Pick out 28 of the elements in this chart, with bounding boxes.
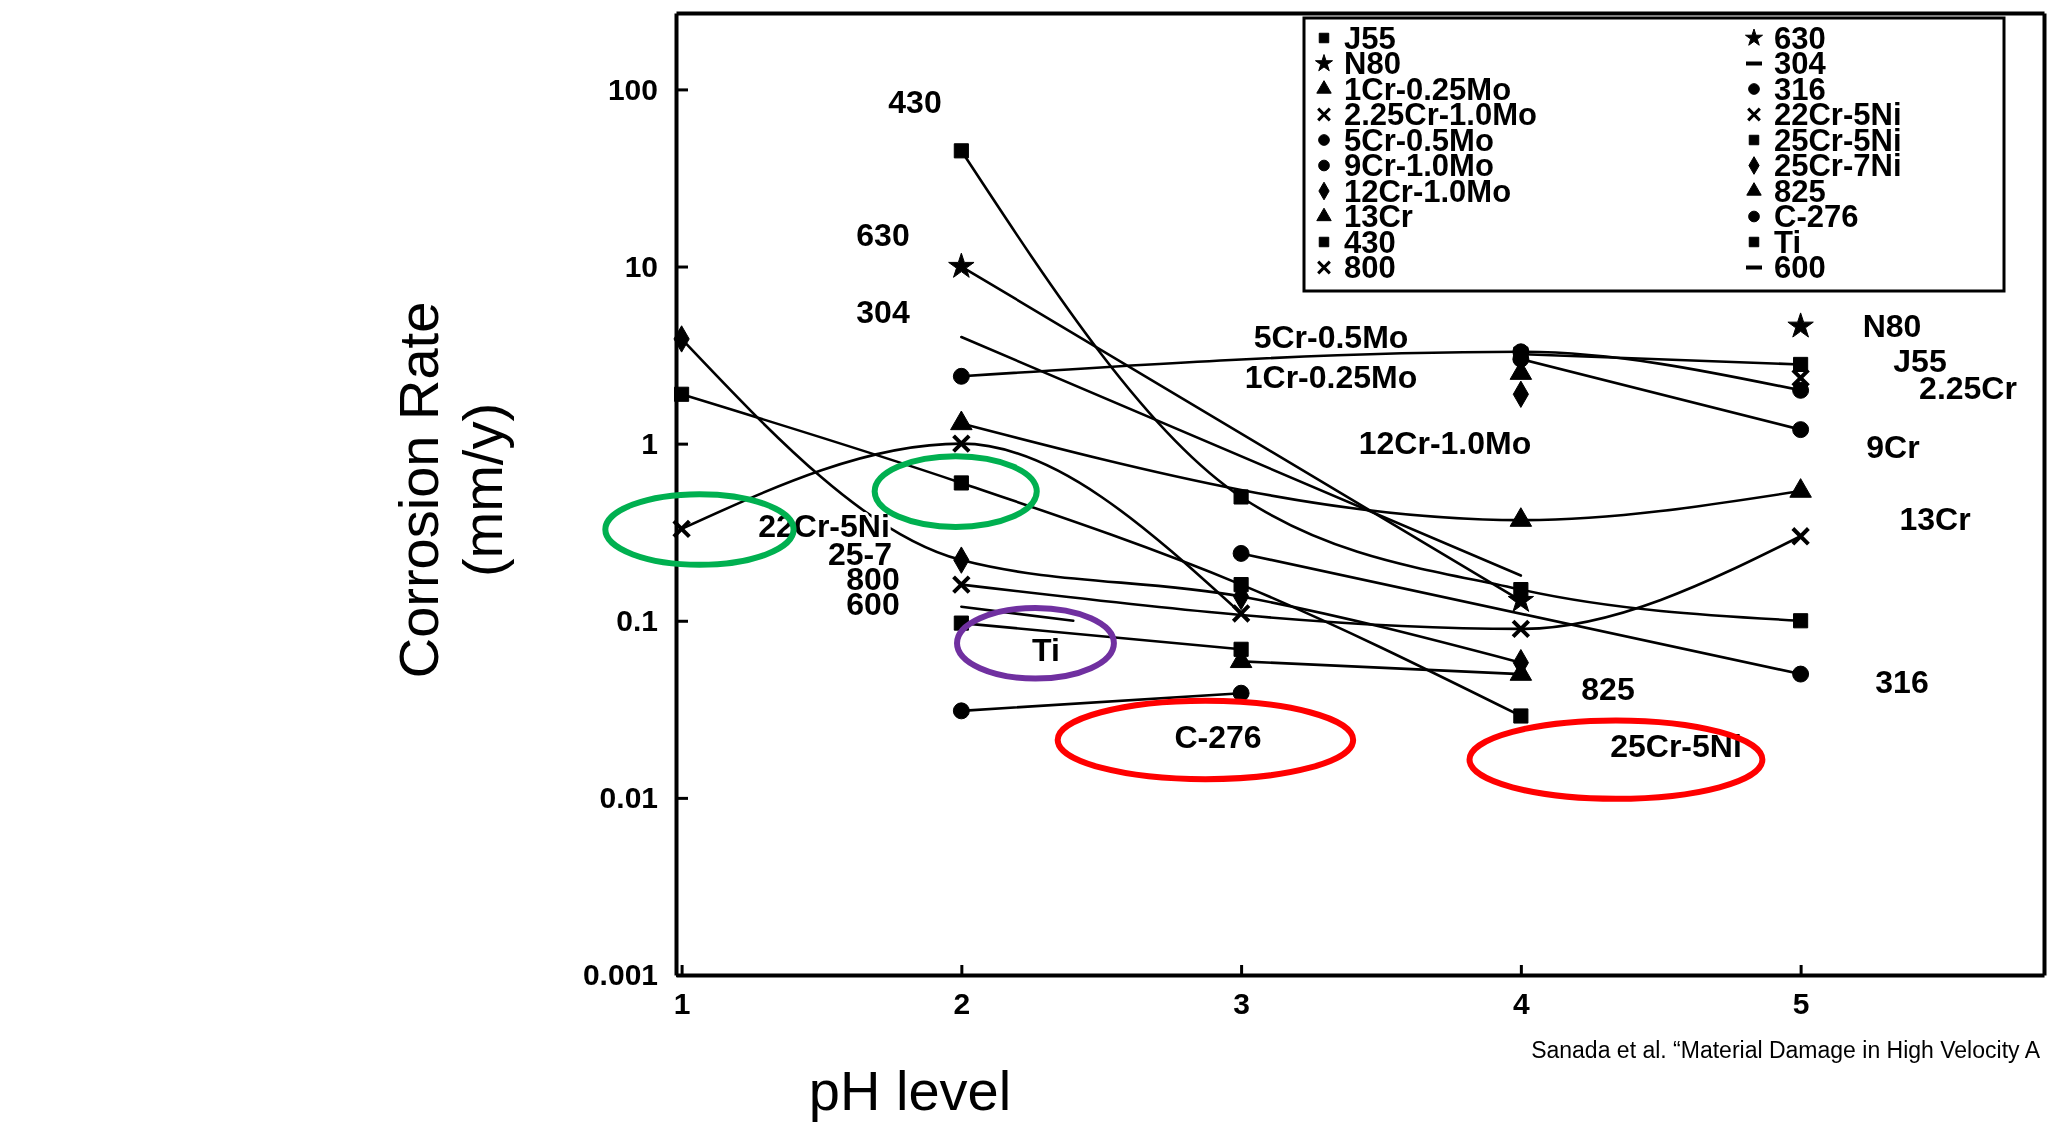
annotation: 5Cr-0.5Mo bbox=[1253, 319, 1409, 356]
y-axis-title: Corrosion Rate (mm/y) bbox=[387, 301, 514, 679]
x-tick-label: 4 bbox=[1513, 987, 1531, 1021]
x-tick-label: 1 bbox=[673, 987, 691, 1021]
annotation: 1Cr-0.25Mo bbox=[1244, 359, 1418, 396]
annotation: 316 bbox=[1875, 664, 1929, 701]
annotation: 9Cr bbox=[1866, 429, 1920, 466]
y-tick-label: 1 bbox=[641, 426, 658, 460]
annotation: 304 bbox=[856, 294, 910, 331]
x-tick-label: 5 bbox=[1792, 987, 1810, 1021]
x-tick-label: 3 bbox=[1233, 987, 1250, 1021]
annotation: 825 bbox=[1581, 671, 1635, 708]
x-axis-title: pH level bbox=[808, 1059, 1012, 1122]
annotation: 13Cr bbox=[1899, 501, 1971, 538]
y-tick-label: 10 bbox=[624, 249, 658, 283]
y-tick-label: 0.01 bbox=[599, 780, 658, 814]
y-tick-label: 100 bbox=[607, 72, 658, 106]
annotation: C-276 bbox=[1174, 719, 1262, 756]
text: Sanada et al. “Material Damage in High Velocity A bbox=[1531, 1037, 2041, 1064]
annotation: 630 bbox=[856, 217, 910, 254]
annotation: Ti bbox=[1032, 632, 1060, 669]
y-tick-label: 0.001 bbox=[582, 958, 658, 992]
x-tick-label: 2 bbox=[953, 987, 971, 1021]
annotation: 25Cr-5Ni bbox=[1610, 728, 1742, 765]
y-tick-label: 0.1 bbox=[616, 603, 658, 637]
annotation: 430 bbox=[888, 84, 942, 121]
annotation: 12Cr-1.0Mo bbox=[1358, 425, 1532, 462]
annotation: N80 bbox=[1862, 308, 1922, 345]
